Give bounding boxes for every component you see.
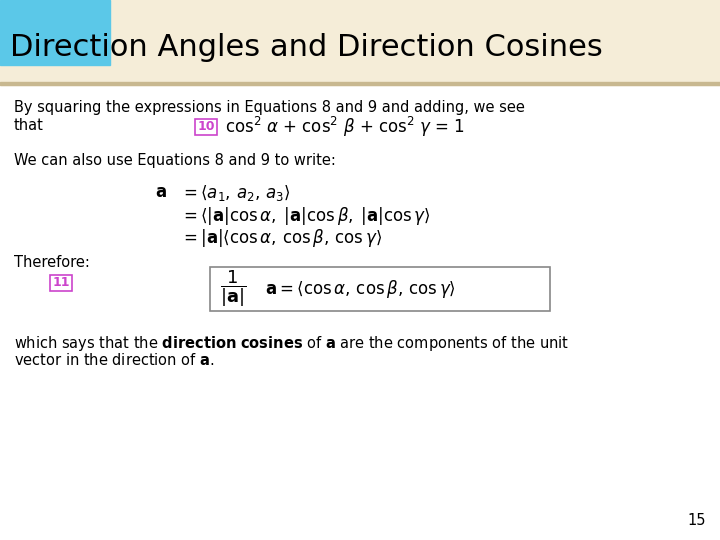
Text: 10: 10 [197, 120, 215, 133]
Text: $\mathbf{a}$: $\mathbf{a}$ [155, 183, 167, 201]
Bar [0, 0, 720, 85]
Bar [0, 82, 720, 85]
Bar [50, 275, 72, 291]
Text: $= \langle |\mathbf{a}| \cos \alpha, \; |\mathbf{a}| \cos \beta, \; |\mathbf{a}|: $= \langle |\mathbf{a}| \cos \alpha, \; … [180, 205, 431, 227]
Text: $= \langle a_1, \, a_2, \, a_3 \rangle$: $= \langle a_1, \, a_2, \, a_3 \rangle$ [180, 183, 291, 203]
Text: By squaring the expressions in Equations 8 and 9 and adding, we see: By squaring the expressions in Equations… [14, 100, 525, 115]
Text: Direction Angles and Direction Cosines: Direction Angles and Direction Cosines [10, 33, 603, 62]
Bar [0, 0, 110, 65]
Text: which says that the $\mathbf{direction\ cosines}$ of $\mathbf{a}$ are the compon: which says that the $\mathbf{direction\ … [14, 334, 570, 353]
Bar [195, 119, 217, 135]
Text: $\mathbf{a} = \langle \cos \alpha, \, \cos \beta, \, \cos \gamma \rangle$: $\mathbf{a} = \langle \cos \alpha, \, \c… [265, 278, 456, 300]
Text: vector in the direction of $\mathbf{a}$.: vector in the direction of $\mathbf{a}$. [14, 352, 215, 368]
Text: that: that [14, 118, 44, 133]
Text: Therefore:: Therefore: [14, 255, 90, 270]
Text: $\dfrac{1}{|\mathbf{a}|}$: $\dfrac{1}{|\mathbf{a}|}$ [220, 269, 246, 309]
Bar [210, 267, 550, 311]
Text: 11: 11 [53, 276, 70, 289]
Text: cos$^2$ $\alpha$ + cos$^2$ $\beta$ + cos$^2$ $\gamma$ = 1: cos$^2$ $\alpha$ + cos$^2$ $\beta$ + cos… [225, 115, 465, 139]
Text: We can also use Equations 8 and 9 to write:: We can also use Equations 8 and 9 to wri… [14, 153, 336, 168]
Text: 15: 15 [688, 513, 706, 528]
Text: $= |\mathbf{a}| \langle \cos \alpha, \, \cos \beta, \, \cos \gamma \rangle$: $= |\mathbf{a}| \langle \cos \alpha, \, … [180, 227, 382, 249]
